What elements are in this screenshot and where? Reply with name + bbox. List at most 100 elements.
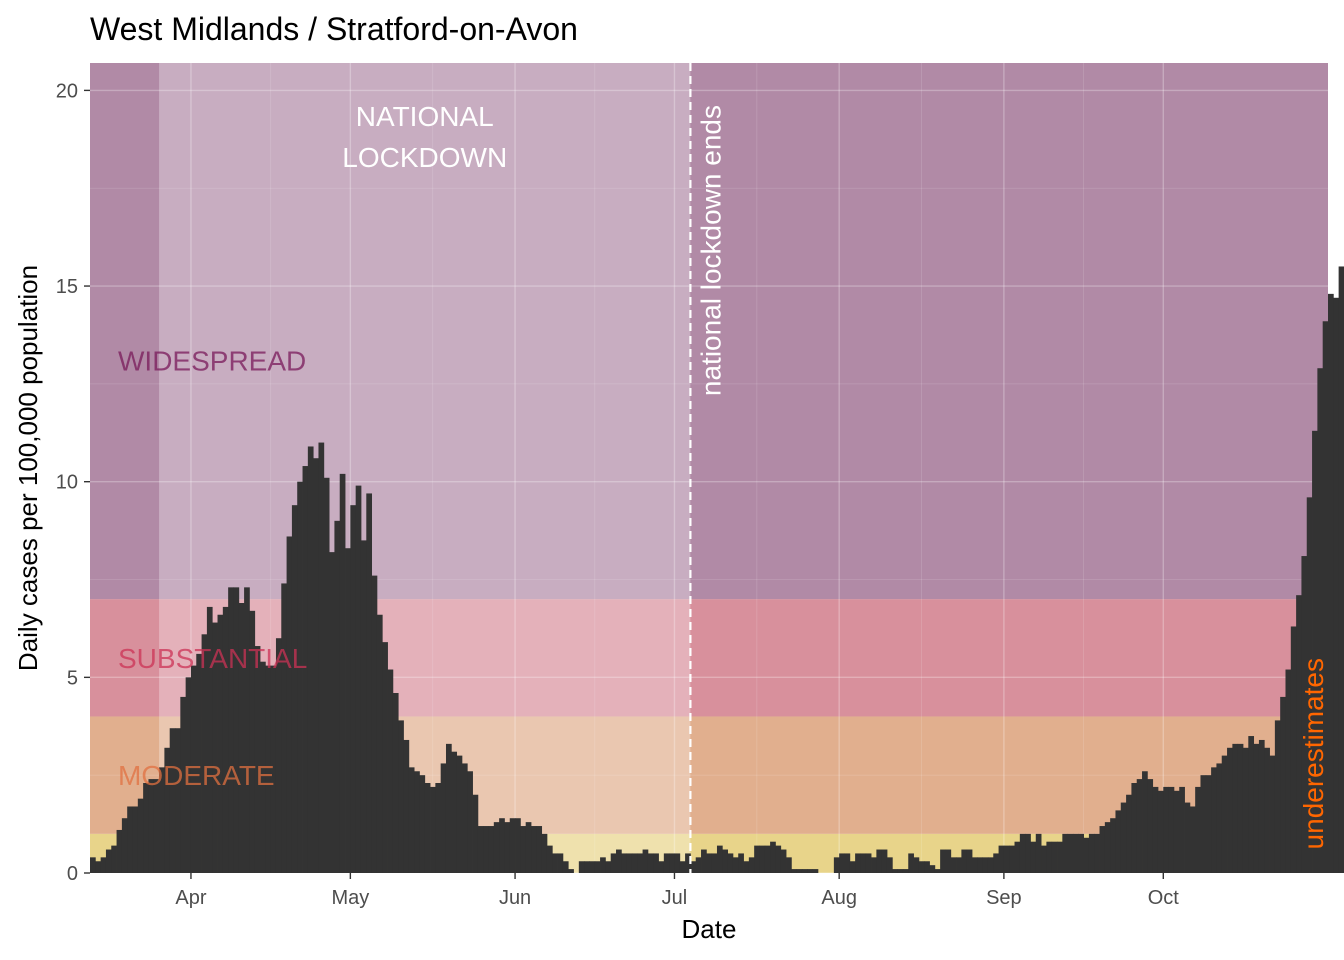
bar-0-20: [196, 653, 202, 873]
bar-0-65: [435, 783, 442, 873]
bar-0-62: [419, 775, 426, 873]
bar-0-14: [164, 747, 171, 873]
bar-0-66: [440, 763, 447, 873]
bar-0-24: [217, 614, 224, 873]
bar-0-129: [775, 845, 782, 873]
bar-0-71: [467, 771, 473, 873]
bar-0-108: [663, 853, 670, 873]
bar-0-49: [350, 505, 357, 873]
bar-0-183: [1062, 833, 1069, 873]
bar-0-127: [764, 845, 771, 873]
bar-0-78: [504, 822, 511, 873]
bar-0-63: [424, 783, 431, 873]
bar-0-55: [382, 642, 388, 873]
grid-lines: [90, 63, 1328, 874]
bar-0-195: [1126, 794, 1132, 873]
bar-0-234: [1333, 297, 1340, 874]
bar-0-180: [1046, 841, 1053, 873]
bar-0-155: [913, 857, 920, 873]
bar-0-190: [1099, 826, 1106, 873]
bar-0-220: [1258, 739, 1265, 873]
bar-0-2: [100, 857, 107, 873]
bar-0-110: [674, 853, 681, 873]
bar-0-98: [610, 853, 617, 873]
bar-0-151: [892, 869, 899, 873]
bar-0-95: [594, 861, 601, 873]
bar-0-47: [339, 473, 346, 873]
bar-0-135: [807, 869, 814, 873]
bar-0-60: [408, 767, 415, 873]
x-tick-label-3: Jul: [662, 887, 688, 909]
bar-0-15: [169, 728, 176, 873]
bar-0-106: [653, 853, 659, 873]
bar-0-93: [584, 861, 590, 873]
bar-0-3: [105, 849, 112, 873]
bar-0-103: [637, 853, 643, 873]
bar-0-111: [679, 861, 686, 873]
bar-0-235: [1338, 266, 1344, 873]
bar-0-51: [360, 540, 367, 873]
bar-0-67: [445, 743, 452, 873]
bar-0-105: [647, 853, 654, 873]
bar-0-136: [812, 869, 819, 873]
bar-0-117: [711, 853, 718, 873]
bar-0-215: [1232, 743, 1239, 873]
bar-0-18: [185, 677, 192, 873]
bar-0-171: [998, 845, 1005, 873]
chart-title: West Midlands / Stratford-on-Avon: [90, 11, 578, 47]
bar-0-232: [1322, 321, 1329, 873]
band-label-1: MODERATE: [118, 760, 275, 791]
bar-0-204: [1173, 790, 1180, 873]
bar-0-163: [956, 857, 962, 873]
bar-0-164: [961, 849, 968, 873]
bar-0-6: [121, 818, 128, 873]
x-axis-title: Date: [682, 914, 737, 944]
bar-0-10: [143, 783, 149, 873]
bar-0-184: [1067, 833, 1074, 873]
bar-0-88: [557, 853, 564, 873]
bar-0-147: [871, 857, 877, 873]
bar-0-21: [201, 634, 208, 873]
bar-0-39: [297, 481, 303, 873]
bar-0-75: [488, 826, 495, 873]
bar-0-161: [945, 849, 952, 873]
bar-0-53: [371, 575, 378, 873]
bar-0-212: [1216, 763, 1223, 873]
bar-0-154: [908, 853, 914, 873]
bar-0-170: [993, 853, 999, 873]
bar-0-35: [275, 638, 282, 873]
bar-0-107: [658, 861, 665, 873]
bar-0-149: [881, 849, 888, 873]
bar-0-0: [90, 857, 96, 873]
bar-0-97: [605, 861, 612, 873]
y-tick-label-3: 15: [56, 276, 78, 298]
bar-0-134: [801, 869, 808, 873]
band-label-2: SUBSTANTIAL: [118, 643, 307, 674]
bar-0-69: [456, 755, 463, 873]
bar-0-167: [977, 857, 984, 873]
bar-0-92: [578, 861, 585, 873]
bar-0-133: [796, 869, 803, 873]
x-tick-label-1: May: [331, 887, 369, 909]
bar-0-19: [190, 665, 197, 873]
bar-0-199: [1147, 779, 1154, 873]
bar-0-140: [833, 857, 840, 873]
bar-0-1: [95, 861, 102, 873]
bar-0-177: [1030, 841, 1037, 873]
bar-0-123: [743, 861, 750, 873]
bar-0-225: [1285, 669, 1292, 873]
bar-0-205: [1179, 786, 1185, 873]
bar-0-116: [706, 853, 713, 873]
bar-0-87: [552, 853, 558, 873]
bar-0-186: [1078, 833, 1084, 873]
bar-0-57: [392, 693, 399, 873]
bar-0-25: [222, 606, 229, 873]
bar-0-176: [1025, 833, 1031, 873]
bar-0-144: [855, 853, 861, 873]
bar-0-224: [1280, 696, 1286, 873]
lockdown-end-label: national lockdown ends: [695, 105, 726, 396]
bar-0-182: [1057, 841, 1063, 873]
bar-0-82: [525, 822, 532, 873]
x-tick-label-2: Jun: [499, 887, 531, 909]
